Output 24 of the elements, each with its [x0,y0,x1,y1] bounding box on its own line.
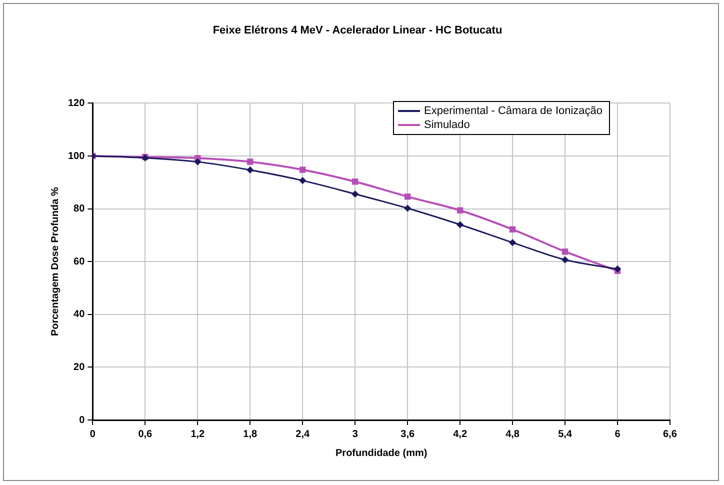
x-tick-label: 4,8 [506,428,520,440]
y-tick-label: 20 [74,362,86,373]
x-tick-label: 1,8 [243,428,258,440]
chart-title: Feixe Elétrons 4 MeV - Acelerador Linear - HC Botucatu [212,24,502,37]
x-tick-label: 3 [352,428,358,440]
x-axis-title: Profundidade (mm) [336,448,428,459]
y-axis-title: Porcentagem Dose Profunda % [50,187,61,336]
x-tick-label: 5,4 [558,428,572,440]
y-tick-label: 60 [74,256,86,268]
x-tick-label: 4,2 [453,428,468,440]
x-tick-label: 0 [90,428,96,440]
x-tick-label: 3,6 [400,428,415,440]
y-tick-label: 80 [74,204,86,215]
x-tick-label: 1,2 [190,428,206,440]
x-tick-label: 6 [614,428,621,440]
legend-label: Experimental - Câmara de Ionização [424,104,603,118]
legend-label: Simulado [424,118,470,132]
y-tick-label: 120 [68,98,86,109]
x-tick-label: 2,4 [296,428,310,440]
y-tick-label: 100 [68,150,86,162]
y-tick-label: 40 [74,309,86,320]
y-tick-label: 0 [79,414,86,426]
x-tick-label: 0,6 [138,428,153,440]
x-tick-label: 6,6 [663,428,678,440]
